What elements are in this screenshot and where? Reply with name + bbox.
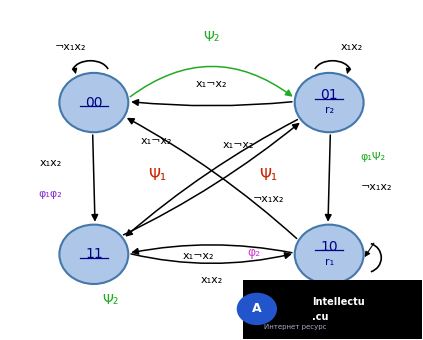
Text: 01: 01 [320,88,338,102]
Text: ¬x₁x₂: ¬x₁x₂ [55,42,86,52]
Text: Ψ₁: Ψ₁ [259,168,277,183]
Ellipse shape [295,225,364,284]
Text: r₁: r₁ [324,257,334,267]
Text: Ψ₁: Ψ₁ [148,168,166,183]
Text: .cu: .cu [312,312,329,322]
Ellipse shape [295,73,364,132]
Text: Интернет ресурс: Интернет ресурс [264,324,327,330]
Text: φ₁φ₂: φ₁φ₂ [38,189,62,199]
Text: ¬x₁x₂: ¬x₁x₂ [253,194,284,204]
Text: x₁x₂: x₁x₂ [341,42,363,52]
Text: x₁¬x₂: x₁¬x₂ [141,136,173,146]
Text: r₂: r₂ [324,105,334,115]
Text: φ₁Ψ₂: φ₁Ψ₂ [361,152,386,162]
Text: φ₂: φ₂ [247,246,260,259]
Text: 10: 10 [320,240,338,254]
Text: x₁¬x₂: x₁¬x₂ [223,140,255,150]
Bar [243,279,422,339]
Text: x₁¬x₂: x₁¬x₂ [183,251,214,261]
Text: 11: 11 [85,247,103,261]
Text: x₁x₂: x₁x₂ [201,275,222,285]
Text: A: A [252,303,262,316]
Text: Ψ₂: Ψ₂ [203,30,220,44]
Text: Intellectu: Intellectu [312,297,365,307]
Circle shape [237,293,277,325]
Text: ¬x₁x₂: ¬x₁x₂ [361,182,392,192]
Ellipse shape [59,225,128,284]
Ellipse shape [59,73,128,132]
Text: 00: 00 [85,96,103,109]
Text: Ψ₂: Ψ₂ [102,293,119,307]
Text: x₁x₂: x₁x₂ [40,158,62,168]
Text: x₁¬x₂: x₁¬x₂ [196,79,227,89]
